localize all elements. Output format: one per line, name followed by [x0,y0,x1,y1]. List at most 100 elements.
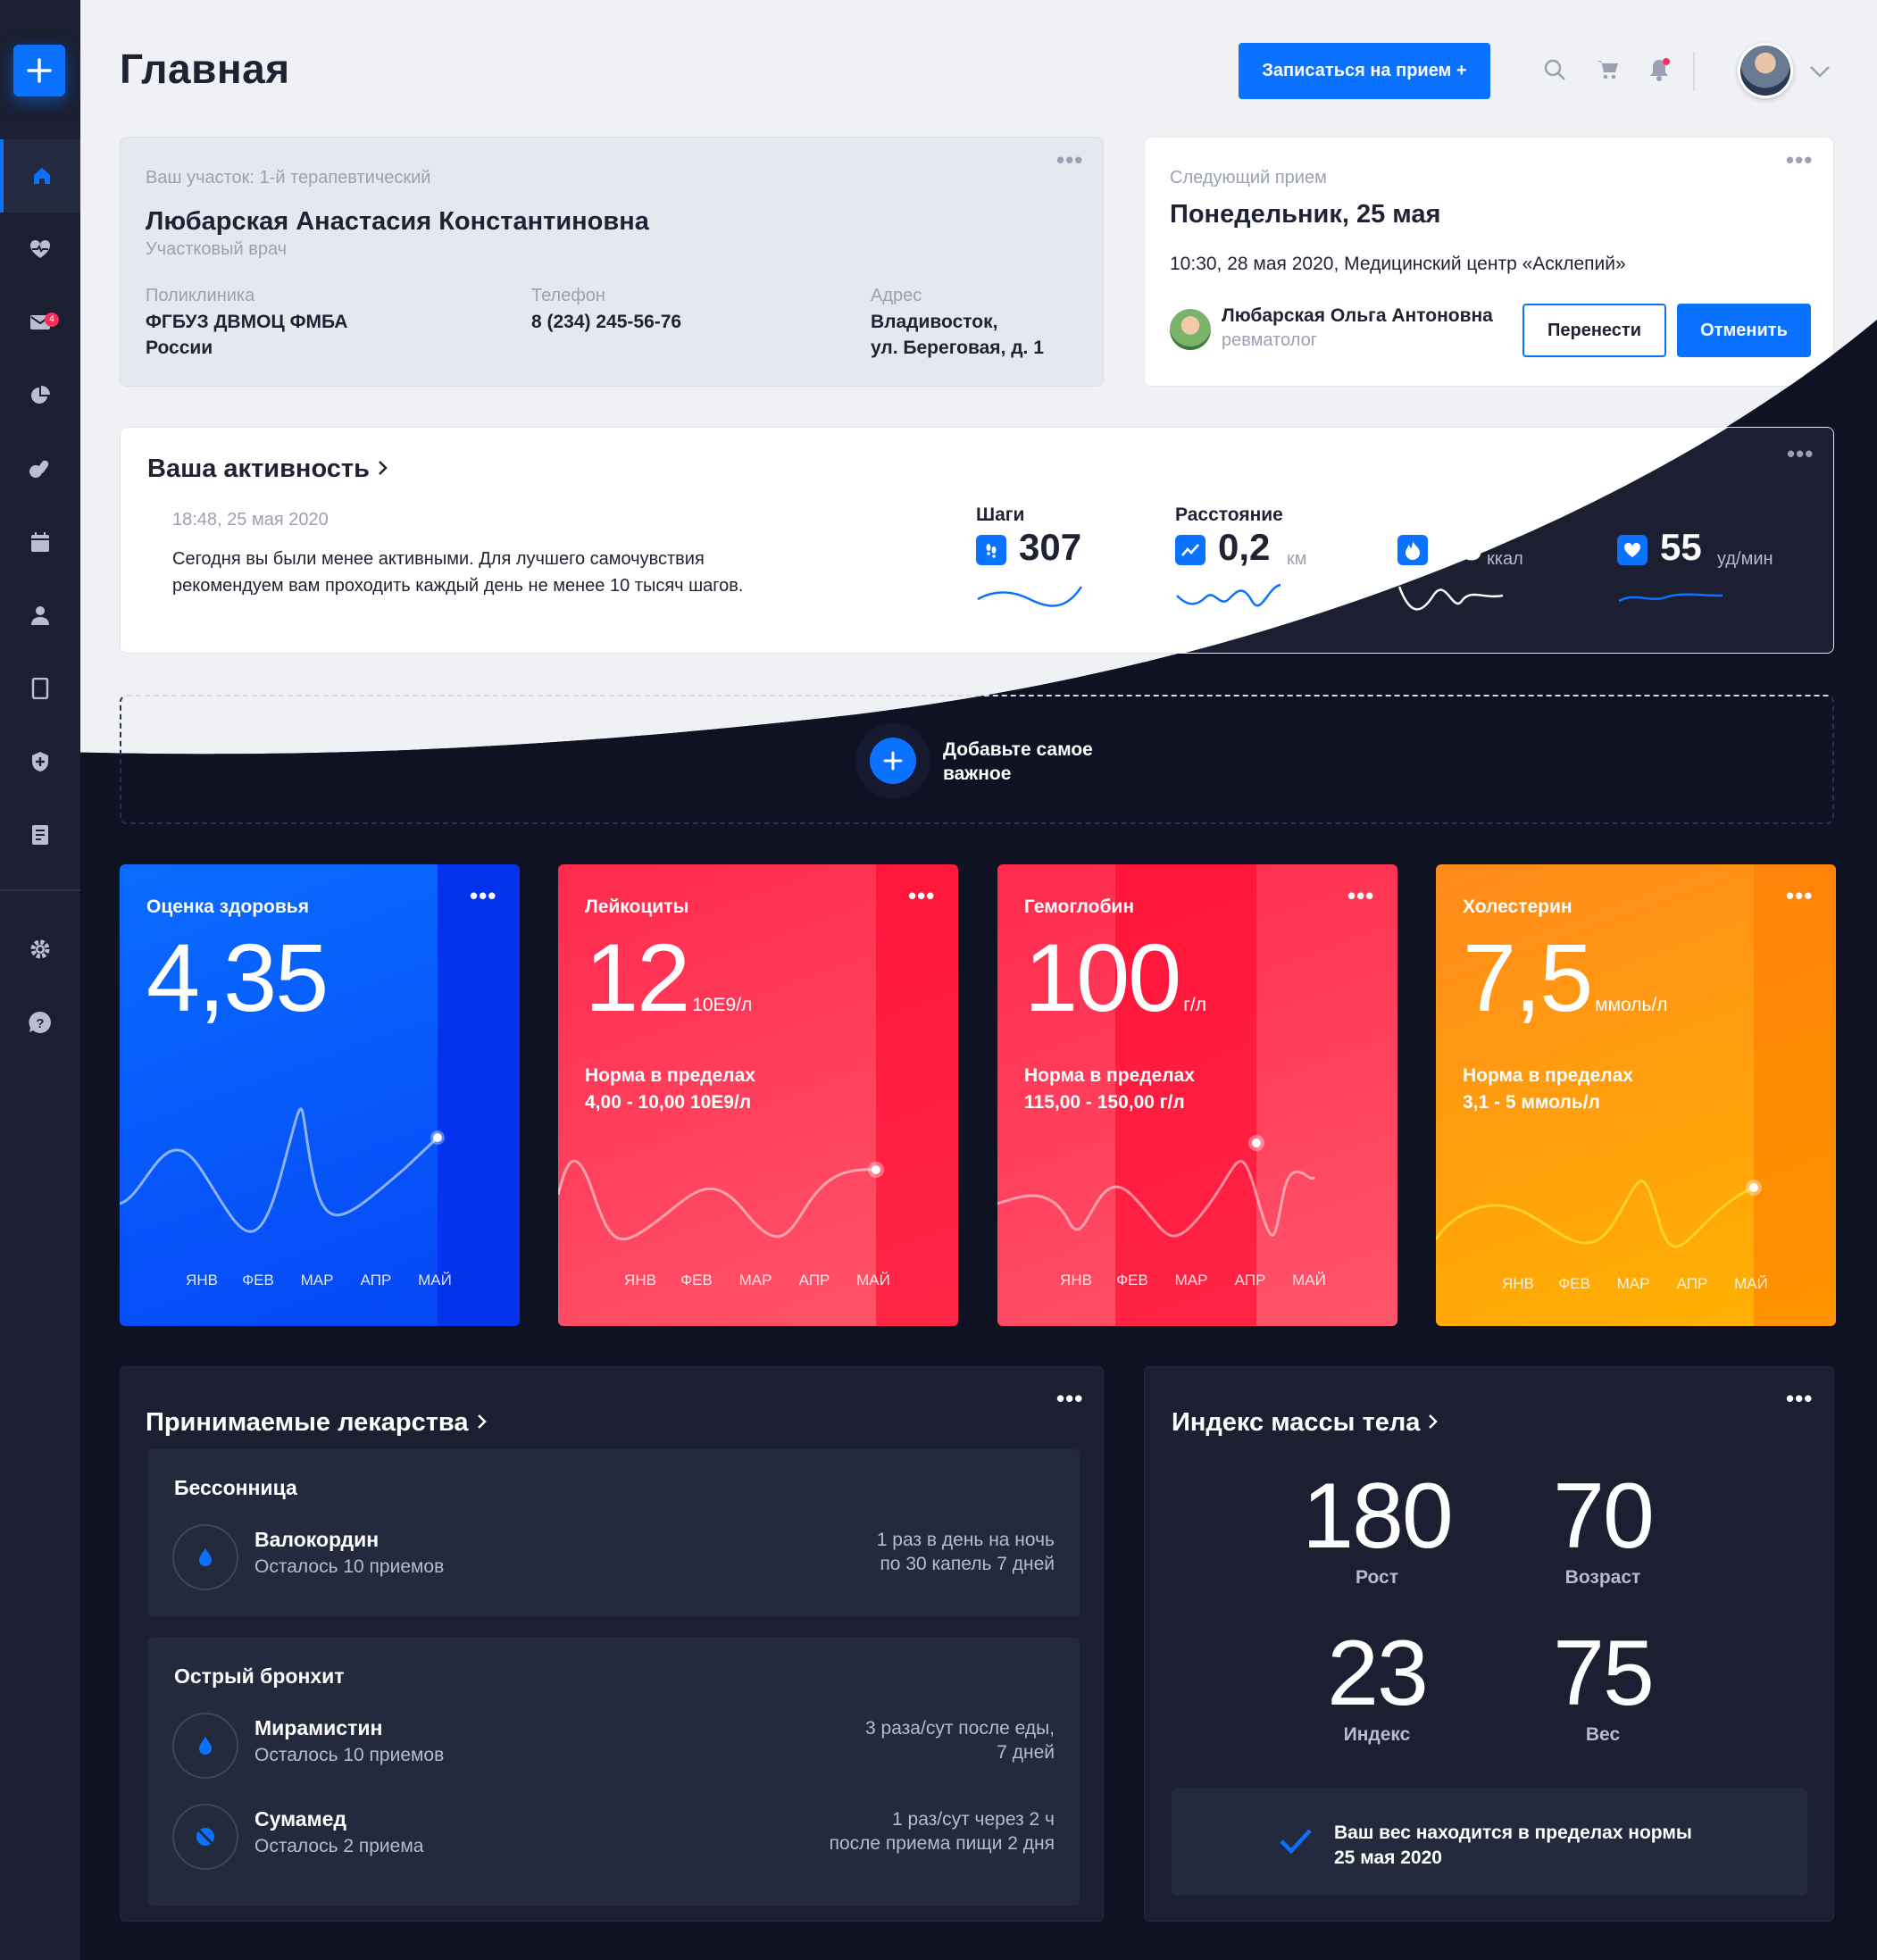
lab-norm-line1: Норма в пределах [1024,1065,1195,1086]
more-options-button[interactable]: ••• [1786,146,1814,173]
more-options-button[interactable]: ••• [470,882,497,909]
pill-icon [172,1804,238,1870]
medication-group: Острый бронхит Мирамистин Осталось 10 пр… [147,1638,1080,1906]
book-appointment-button[interactable]: Записаться на прием + [1239,43,1490,99]
month-label: МАЙ [856,1272,890,1289]
calories-unit: ккал [1487,549,1523,569]
clinic-value: ФГБУЗ ДВМОЦ ФМБА России [146,309,347,361]
lab-card-leukocytes[interactable]: ••• Лейкоциты 12 10E9/л Норма в пределах 4… [558,864,958,1326]
weight-status-date: 25 мая 2020 [1334,1847,1442,1868]
cancel-appointment-button[interactable]: Отменить [1677,304,1811,357]
lab-value: 7,5 ммоль/л [1463,922,1668,1033]
tablet-icon [31,678,49,699]
more-options-button[interactable]: ••• [1786,1385,1814,1412]
chevron-right-icon [477,1414,487,1429]
book-icon [32,825,48,845]
doctor-name: Любарская Анастасия Константиновна [146,207,649,236]
more-options-button[interactable]: ••• [908,882,936,909]
sidebar-item-reports[interactable] [0,359,80,432]
sidebar-item-help[interactable]: ? [0,986,80,1059]
medications-title[interactable]: Принимаемые лекарства [146,1408,488,1438]
current-month-highlight [1754,864,1836,1326]
phone-value[interactable]: 8 (234) 245-56-76 [531,312,682,332]
activity-message-line1: Сегодня вы были менее активными. Для луч… [172,549,705,569]
age-label: Возраст [1564,1567,1641,1588]
help-icon: ? [29,1011,51,1033]
lab-norm-line1: Норма в пределах [585,1065,755,1086]
clinic-label: Поликлиника [146,286,255,305]
doctor-avatar [1170,309,1211,350]
distance-unit: км [1287,549,1307,569]
lab-unit: 10E9/л [692,995,753,1015]
notifications-button[interactable] [1643,54,1675,86]
sidebar-item-calendar[interactable] [0,505,80,579]
month-label: МАР [300,1272,334,1289]
lab-title: Оценка здоровья [146,897,309,917]
lab-value-number: 4,35 [146,923,329,1031]
more-options-button[interactable]: ••• [1786,882,1814,909]
medication-name[interactable]: Сумамед [254,1807,347,1831]
lab-card-health-score[interactable]: ••• Оценка здоровья 4,35 ЯНВ ФЕВ МАР АПР МАЙ [120,864,520,1326]
cart-button[interactable] [1592,54,1624,86]
medication-name[interactable]: Мирамистин [254,1716,383,1739]
create-new-button[interactable] [13,45,65,96]
sidebar-item-messages[interactable]: 4 [0,286,80,359]
search-button[interactable] [1539,54,1571,86]
user-menu-toggle[interactable] [1804,55,1836,88]
lab-norm: Норма в пределах 4,00 - 10,00 10E9/л [585,1063,755,1116]
add-widget-area[interactable]: Добавьте самое важное [120,695,1834,824]
appointment-details: 10:30, 28 мая 2020, Медицинский центр «А… [1170,254,1626,274]
user-avatar[interactable] [1738,43,1793,98]
bmi-card: ••• Индекс массы тела 180 Рост 70 Возрас… [1144,1366,1834,1922]
current-month-highlight [876,864,958,1326]
month-label: МАР [1174,1272,1208,1289]
lab-card-hemoglobin[interactable]: ••• Гемоглобин 100 г/л Норма в пределах 11… [997,864,1397,1326]
svg-text:?: ? [36,1016,44,1031]
lab-norm: Норма в пределах 3,1 - 5 ммоль/л [1463,1063,1633,1116]
add-widget-line2: важное [943,763,1012,784]
month-label: МАЙ [1292,1272,1326,1289]
sidebar-item-doctors[interactable] [0,579,80,652]
sidebar-item-insurance[interactable] [0,725,80,798]
gear-icon [30,939,50,959]
more-options-button[interactable]: ••• [1347,882,1375,909]
bmi-title[interactable]: Индекс массы тела [1172,1408,1439,1438]
activity-title[interactable]: Ваша активность [147,455,389,484]
home-icon [34,168,50,184]
more-options-button[interactable]: ••• [1056,1385,1084,1412]
heart-icon [1617,535,1648,565]
sidebar-item-medications[interactable] [0,432,80,505]
lab-card-cholesterol[interactable]: ••• Холестерин 7,5 ммоль/л Норма в предел… [1436,864,1836,1326]
lab-trend-chart [120,1107,445,1233]
more-options-button[interactable]: ••• [1056,146,1084,173]
heart-rate-value: 55 [1660,526,1702,568]
calendar-icon [31,532,49,552]
bmi-index-value: 23 [1327,1622,1429,1725]
month-label: АПР [1676,1275,1708,1292]
lab-trend-chart [558,1159,884,1241]
lab-trend-chart [1436,1180,1762,1248]
calories-sparkline [1397,586,1504,611]
trend-icon [1175,535,1205,565]
sidebar-item-health[interactable] [0,213,80,286]
medication-name[interactable]: Валокордин [254,1528,380,1551]
sidebar-item-records[interactable] [0,798,80,872]
calories-value: 15 [1440,526,1482,568]
month-label: ЯНВ [1502,1275,1534,1292]
lab-unit: г/л [1183,995,1206,1015]
month-label: ФЕВ [242,1272,274,1289]
flame-icon [1397,535,1428,565]
sidebar-item-home[interactable] [0,139,80,213]
add-widget-button[interactable] [855,723,930,798]
steps-value: 307 [1019,526,1082,568]
appointment-doctor-role: ревматолог [1222,330,1318,350]
sidebar-item-devices[interactable] [0,652,80,725]
month-label: АПР [360,1272,392,1289]
appointment-day: Понедельник, 25 мая [1170,200,1441,229]
medication-group: Бессонница Валокордин Осталось 10 приемо… [147,1449,1080,1617]
more-options-button[interactable]: ••• [1787,440,1814,467]
weight-value: 75 [1553,1622,1655,1725]
reschedule-button[interactable]: Перенести [1522,304,1666,357]
sidebar-item-settings[interactable] [0,913,80,986]
medication-dose: 1 раз в день на ночь по 30 капель 7 дней [877,1528,1055,1576]
